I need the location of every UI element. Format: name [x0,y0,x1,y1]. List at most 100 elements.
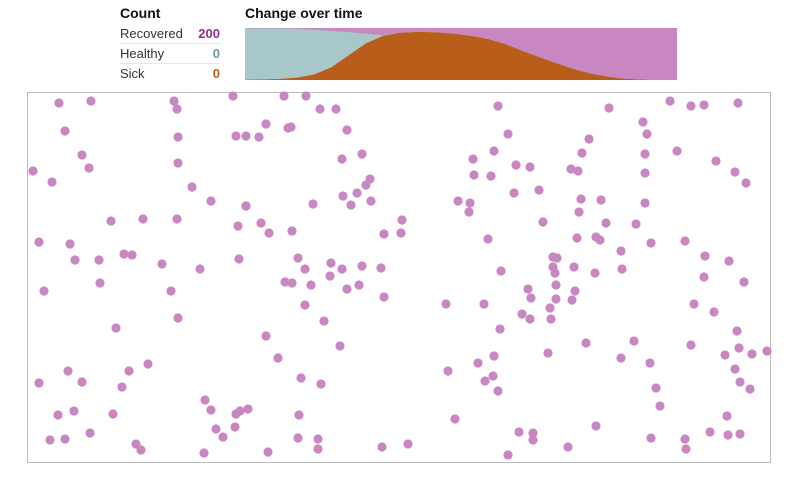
person-dot [243,404,253,414]
person-dot [300,264,310,274]
person-dot [700,251,710,261]
person-dot [495,324,505,334]
person-dot [645,358,655,368]
person-dot [699,100,709,110]
person-dot [552,253,562,263]
person-dot [705,427,715,437]
person-dot [724,256,734,266]
person-dot [287,226,297,236]
person-dot [493,101,503,111]
person-dot [441,299,451,309]
person-dot [551,294,561,304]
person-dot [584,134,594,144]
person-dot [567,295,577,305]
person-dot [313,434,323,444]
person-dot [689,299,699,309]
area-series-recovered [245,28,677,80]
person-dot [241,131,251,141]
sick-label: Sick [120,66,145,81]
person-dot [526,293,536,303]
count-row-healthy: Healthy 0 [120,44,220,64]
person-dot [231,131,241,141]
person-dot [111,323,121,333]
person-dot [525,314,535,324]
person-dot [473,358,483,368]
person-dot [576,194,586,204]
person-dot [106,216,116,226]
person-dot [638,117,648,127]
person-dot [172,214,182,224]
person-dot [157,259,167,269]
person-dot [468,154,478,164]
count-row-sick: Sick 0 [120,64,220,83]
person-dot [376,263,386,273]
person-dot [254,132,264,142]
person-dot [379,292,389,302]
count-row-recovered: Recovered 200 [120,24,220,44]
person-dot [187,182,197,192]
recovered-label: Recovered [120,26,183,41]
person-dot [469,170,479,180]
person-dot [732,326,742,336]
person-dot [733,98,743,108]
person-dot [747,349,757,359]
person-dot [69,406,79,416]
person-dot [534,185,544,195]
person-dot [574,207,584,217]
person-dot [723,430,733,440]
person-dot [326,258,336,268]
person-dot [570,286,580,296]
person-dot [528,435,538,445]
person-dot [528,428,538,438]
person-dot [686,101,696,111]
person-dot [483,234,493,244]
person-dot [503,129,513,139]
person-dot [722,411,732,421]
person-dot [616,353,626,363]
person-dot [730,364,740,374]
person-dot [573,166,583,176]
person-dot [54,98,64,108]
person-dot [85,428,95,438]
person-dot [450,414,460,424]
person-dot [577,148,587,158]
person-dot [496,266,506,276]
person-dot [709,307,719,317]
person-dot [735,377,745,387]
person-dot [523,284,533,294]
healthy-label: Healthy [120,46,165,61]
person-dot [699,272,709,282]
person-dot [261,119,271,129]
person-dot [517,309,527,319]
person-dot [273,353,283,363]
person-dot [646,238,656,248]
person-dot [479,299,489,309]
person-dot [366,196,376,206]
person-dot [173,158,183,168]
person-dot [200,395,210,405]
person-dot [550,268,560,278]
person-dot [739,277,749,287]
person-dot [65,239,75,249]
person-dot [195,264,205,274]
person-dot [488,371,498,381]
person-dot [604,103,614,113]
person-dot [509,188,519,198]
person-dot [143,359,153,369]
person-dot [443,366,453,376]
person-dot [543,348,553,358]
person-dot [316,379,326,389]
person-dot [640,198,650,208]
person-dot [94,255,104,265]
person-dot [230,422,240,432]
person-dot [293,433,303,443]
chart-title: Change over time [245,5,363,21]
person-dot [234,254,244,264]
person-dot [538,217,548,227]
person-dot [352,188,362,198]
person-dot [672,146,682,156]
person-dot [551,280,561,290]
person-dot [261,331,271,341]
person-dot [233,221,243,231]
person-dot [617,264,627,274]
